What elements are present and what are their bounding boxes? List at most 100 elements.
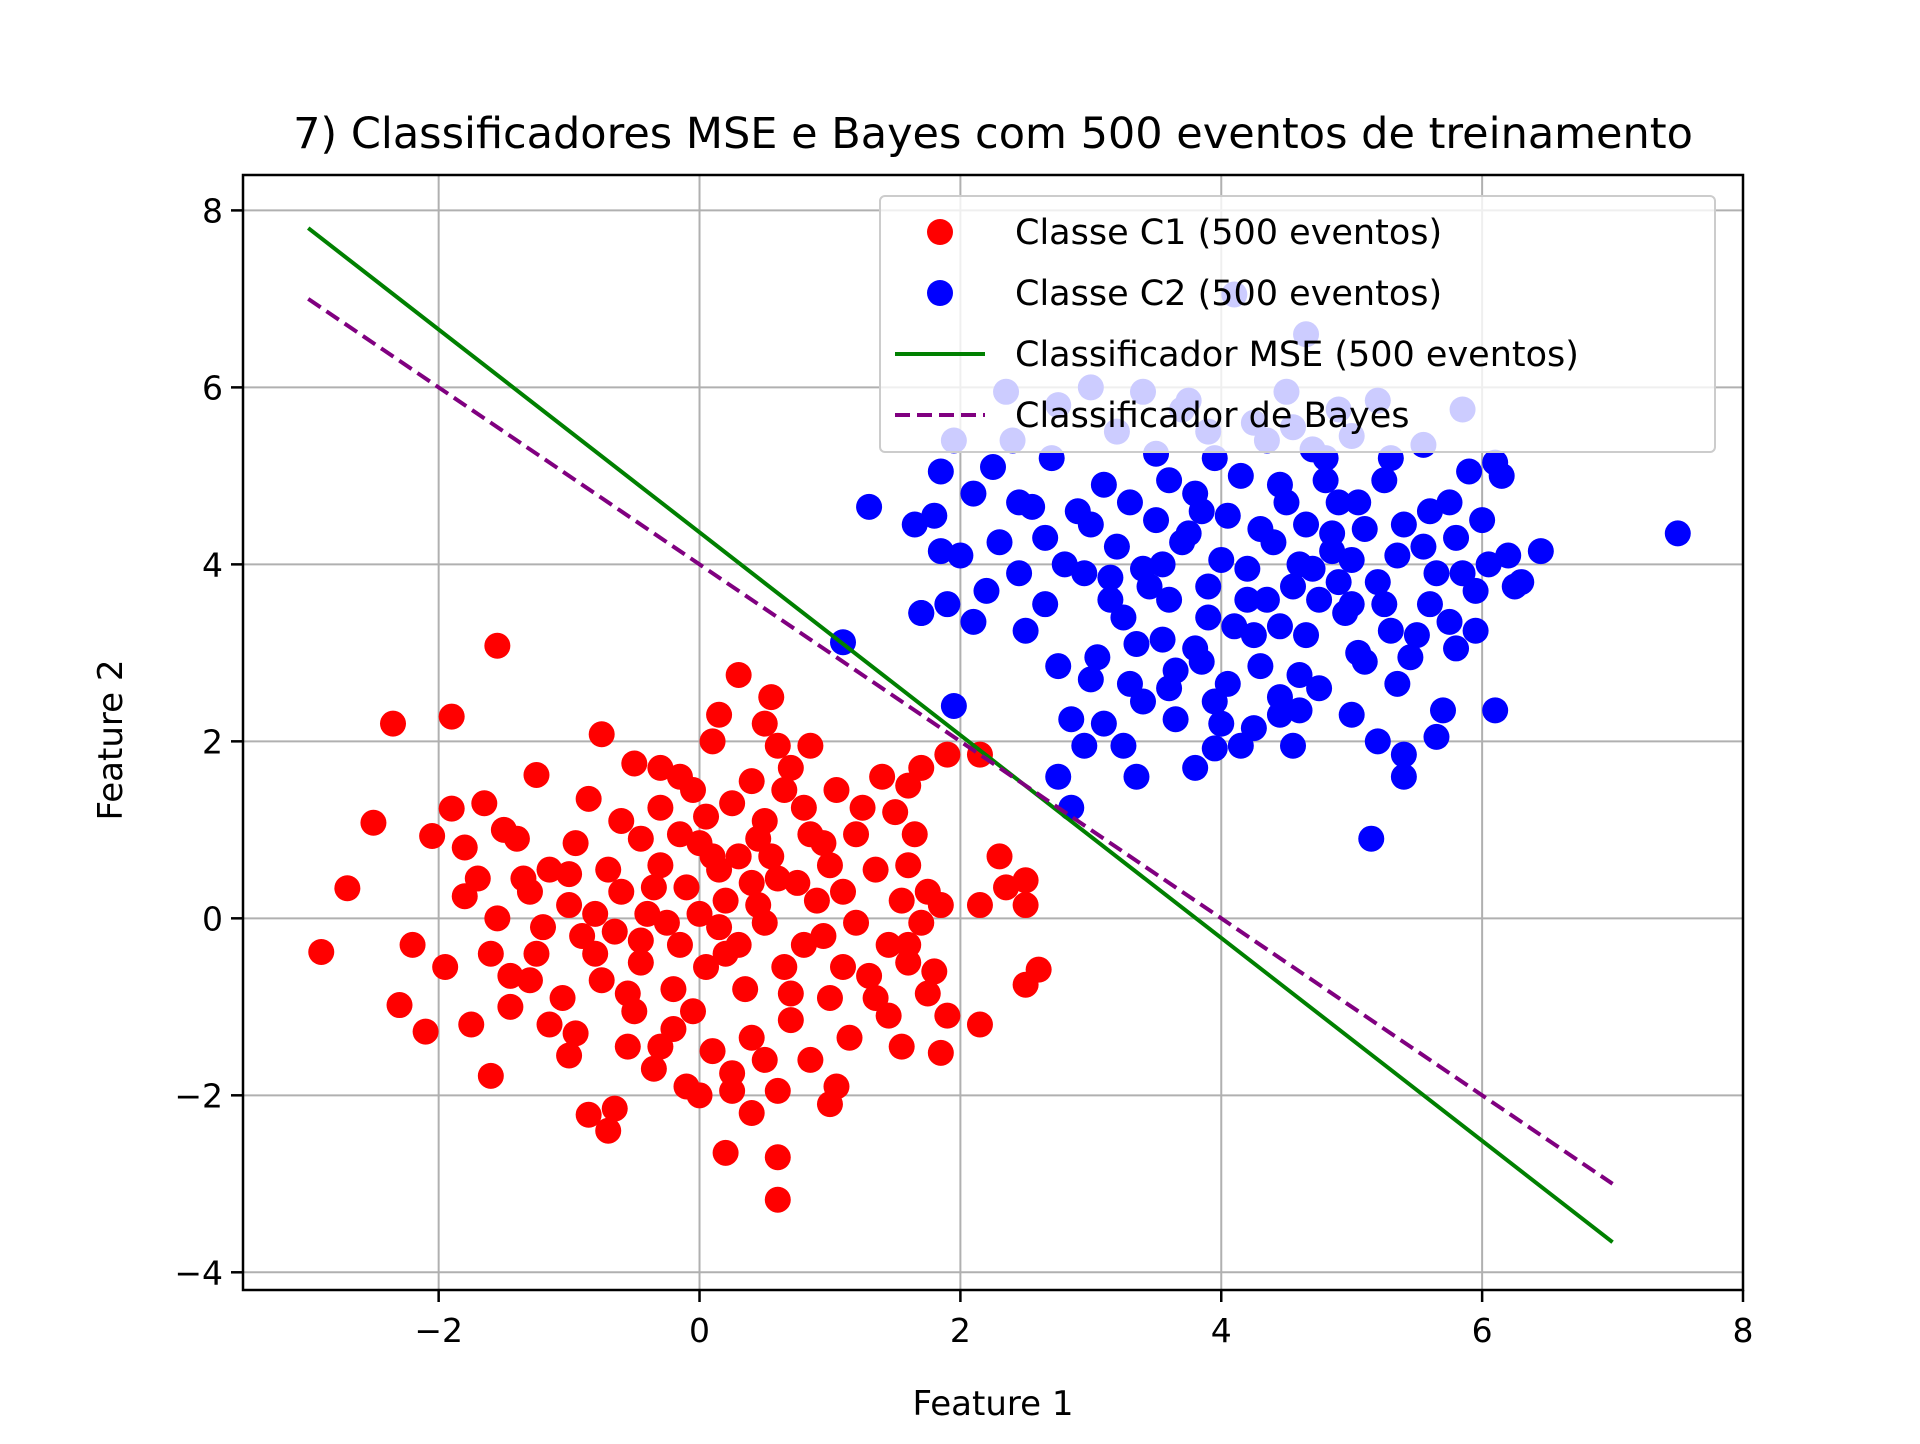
data-point (725, 661, 752, 688)
data-point (451, 834, 478, 861)
data-point (764, 865, 791, 892)
data-point (640, 874, 667, 901)
data-point (1293, 622, 1320, 649)
data-point (660, 976, 687, 1003)
data-point (738, 869, 765, 896)
data-point (751, 909, 778, 936)
plot-frame (241, 173, 1745, 1292)
legend-marker (927, 280, 953, 306)
data-point (1293, 511, 1320, 538)
data-point (432, 954, 459, 981)
data-point (1364, 569, 1391, 596)
data-point (764, 1077, 791, 1104)
data-point (1156, 675, 1183, 702)
data-point (1423, 560, 1450, 587)
data-point (712, 940, 739, 967)
data-point (1045, 653, 1072, 680)
data-point (1162, 706, 1189, 733)
data-point (1201, 735, 1228, 762)
data-point (901, 511, 928, 538)
data-point (1214, 502, 1241, 529)
y-tick-label: −4 (174, 1253, 223, 1292)
data-point (1306, 586, 1333, 613)
data-point (960, 608, 987, 635)
data-point (1280, 573, 1306, 600)
data-point (484, 905, 511, 932)
series-3 (306, 226, 1614, 1244)
data-point (438, 795, 465, 822)
data-point (1664, 520, 1691, 547)
legend-item-3: Classificador MSE (500 eventos) (895, 335, 1579, 375)
data-point (927, 458, 954, 485)
data-point (908, 600, 935, 627)
data-point (673, 1073, 700, 1100)
data-point (1495, 542, 1522, 569)
data-point (490, 816, 517, 843)
data-point (627, 825, 654, 852)
data-point (1436, 608, 1463, 635)
data-point (1351, 515, 1378, 542)
data-point (1319, 538, 1346, 565)
data-point (608, 878, 635, 905)
data-point (1338, 701, 1365, 728)
data-point (875, 931, 902, 958)
data-point (1527, 538, 1554, 565)
data-point (1247, 653, 1274, 680)
data-point (816, 852, 843, 879)
data-point (308, 938, 335, 965)
y-tick-label: 4 (202, 545, 223, 584)
data-point (699, 843, 726, 870)
data-point (360, 809, 387, 836)
data-point (1286, 551, 1313, 578)
data-point (1116, 670, 1143, 697)
data-point (771, 954, 798, 981)
x-tick-label: 8 (1733, 1311, 1754, 1350)
data-point (986, 843, 1013, 870)
data-point (516, 967, 543, 994)
data-point (1416, 498, 1443, 525)
data-point (477, 940, 504, 967)
legend-marker (927, 219, 953, 245)
data-point (582, 940, 609, 967)
data-point (1227, 462, 1254, 489)
data-point (1123, 631, 1150, 658)
data-point (712, 1139, 739, 1166)
data-point (1006, 489, 1033, 516)
data-point (738, 1024, 765, 1051)
data-point (777, 1007, 804, 1034)
axes: −2 0 2 4 6 8 −4 −2 0 2 4 6 8 (174, 173, 1754, 1350)
data-point (1456, 458, 1483, 485)
data-point (1469, 507, 1496, 534)
data-point (1266, 613, 1293, 640)
data-point (1430, 697, 1456, 724)
data-point (960, 480, 987, 507)
data-point (823, 777, 850, 804)
data-point (725, 843, 752, 870)
data-point (764, 1186, 791, 1213)
data-point (471, 790, 498, 817)
data-point (562, 1020, 589, 1047)
data-point (888, 1033, 915, 1060)
data-point (1058, 706, 1085, 733)
data-point (686, 900, 713, 927)
data-point (947, 542, 974, 569)
data-point (966, 1011, 993, 1038)
data-point (1149, 551, 1176, 578)
data-point (1462, 617, 1489, 644)
data-point (588, 967, 615, 994)
data-point (1253, 586, 1280, 613)
data-point (1240, 622, 1267, 649)
data-point (523, 940, 550, 967)
data-point (751, 710, 778, 737)
data-point (1371, 591, 1398, 618)
data-point (595, 1117, 622, 1144)
data-point (777, 754, 804, 781)
data-point (882, 799, 909, 826)
data-point (608, 807, 635, 834)
y-tick-label: 2 (202, 722, 223, 761)
data-point (934, 1002, 961, 1029)
data-point (419, 823, 446, 850)
data-point (895, 772, 922, 799)
data-point (797, 732, 824, 759)
data-point (1364, 728, 1391, 755)
